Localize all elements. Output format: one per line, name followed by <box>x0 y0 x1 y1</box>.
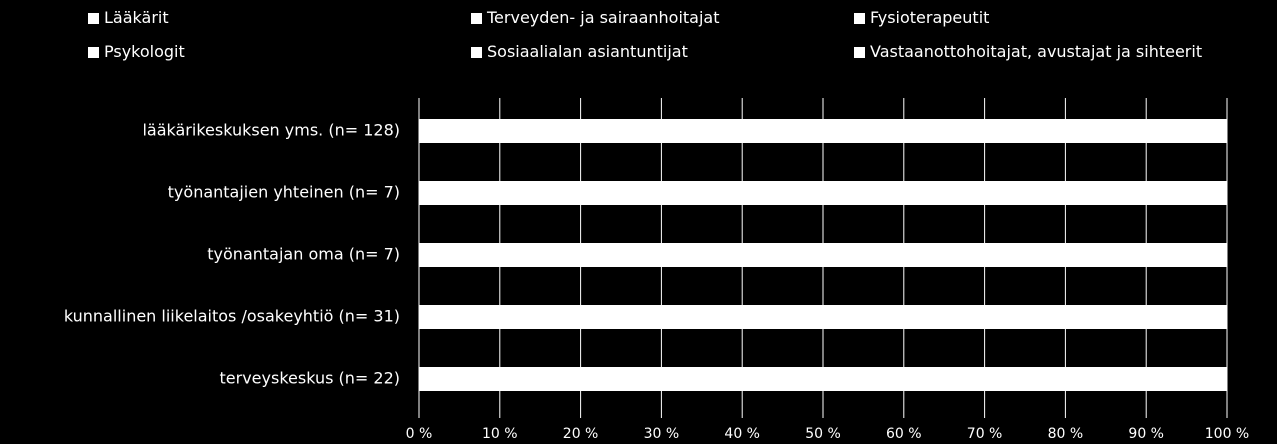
legend-item-terveyden-ja-sairaanhoitajat: Terveyden- ja sairaanhoitajat <box>471 6 854 30</box>
legend-swatch <box>854 46 865 58</box>
legend-item-psykologit: Psykologit <box>88 40 471 64</box>
x-tick-label: 50 % <box>805 426 841 442</box>
bar-segment <box>419 305 1227 329</box>
x-tick-label: 100 % <box>1205 426 1249 442</box>
legend-swatch <box>471 12 482 24</box>
category-label: lääkärikeskuksen yms. (n= 128) <box>142 121 400 140</box>
x-tick-label: 30 % <box>644 426 680 442</box>
legend-swatch <box>88 12 99 24</box>
legend-item-vastaanottohoitajat: Vastaanottohoitajat, avustajat ja sihtee… <box>854 40 1268 64</box>
category-axis: lääkärikeskuksen yms. (n= 128) työnantaji… <box>64 121 400 388</box>
x-tick-label: 40 % <box>724 426 760 442</box>
bar-series <box>419 119 1227 391</box>
chart-legend: Lääkärit Terveyden- ja sairaanhoitajat F… <box>88 6 1268 64</box>
x-tick-label: 0 % <box>406 426 433 442</box>
x-tick-label: 70 % <box>967 426 1003 442</box>
legend-swatch <box>471 46 482 58</box>
value-axis: 0 % 10 % 20 % 30 % 40 % 50 % 60 % 70 % 80 % 90 % 1… <box>406 426 1250 442</box>
legend-label: Terveyden- ja sairaanhoitajat <box>487 8 720 27</box>
x-tick-label: 80 % <box>1048 426 1084 442</box>
x-tick-label: 90 % <box>1128 426 1164 442</box>
category-label: työnantajan oma (n= 7) <box>207 245 400 264</box>
legend-item-laakarit: Lääkärit <box>88 6 471 30</box>
bar-segment <box>419 243 1227 267</box>
category-label: terveyskeskus (n= 22) <box>220 369 401 388</box>
legend-item-fysioterapeutit: Fysioterapeutit <box>854 6 1268 30</box>
legend-label: Vastaanottohoitajat, avustajat ja sihtee… <box>870 42 1203 61</box>
x-tick-label: 60 % <box>886 426 922 442</box>
legend-swatch <box>854 12 865 24</box>
x-tick-label: 20 % <box>563 426 599 442</box>
bar-segment <box>419 119 1227 143</box>
legend-item-sosiaalialan-asiantuntijat: Sosiaalialan asiantuntijat <box>471 40 854 64</box>
bar-segment <box>419 367 1227 391</box>
bar-segment <box>419 181 1227 205</box>
legend-swatch <box>88 46 99 58</box>
legend-label: Fysioterapeutit <box>870 8 990 27</box>
legend-label: Psykologit <box>104 42 185 61</box>
category-label: työnantajien yhteinen (n= 7) <box>168 183 400 202</box>
legend-label: Sosiaalialan asiantuntijat <box>487 42 688 61</box>
x-tick-label: 10 % <box>482 426 518 442</box>
legend-label: Lääkärit <box>104 8 169 27</box>
category-label: kunnallinen liikelaitos /osakeyhtiö (n= … <box>64 307 400 326</box>
